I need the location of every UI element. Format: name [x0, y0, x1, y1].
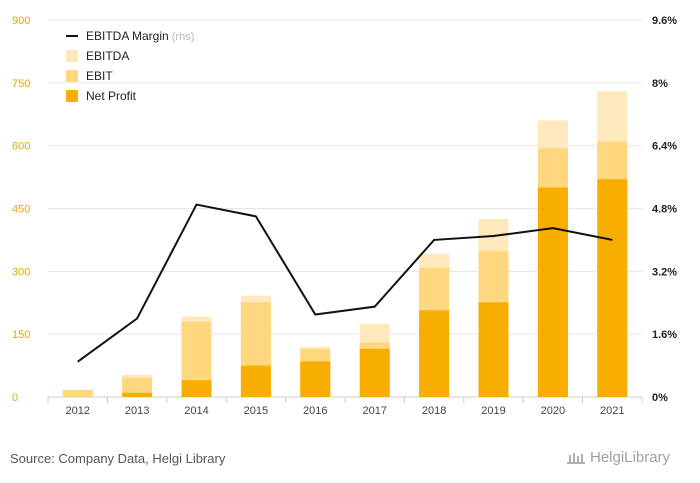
y-right-tick-label: 8% [652, 78, 668, 90]
x-tick-label: 2018 [422, 405, 446, 417]
x-tick-label: 2020 [541, 405, 565, 417]
bar-ebit [62, 389, 93, 397]
y-right-tick-label: 4.8% [652, 204, 677, 216]
y-right-tick-label: 1.6% [652, 329, 677, 341]
bar-net-profit [300, 361, 331, 397]
right-axis-ticks: 0% 1.6% 3.2% 4.8% 6.4% 8% 9.6% [652, 15, 677, 404]
legend-label: EBITDA [86, 49, 129, 63]
y-right-tick-label: 3.2% [652, 266, 677, 278]
library-building-icon [567, 452, 585, 464]
y-right-tick-label: 6.4% [652, 141, 677, 153]
left-axis-ticks: 0 150 300 450 600 750 900 [12, 15, 30, 404]
x-tick-label: 2014 [184, 405, 208, 417]
bar-net-profit [122, 392, 153, 397]
bar-net-profit [537, 187, 568, 397]
x-tick-label: 2021 [600, 405, 624, 417]
logo-text: HelgiLibrary [590, 449, 671, 466]
legend-swatch [66, 90, 78, 102]
bar-net-profit [478, 302, 509, 397]
bar-net-profit [419, 310, 450, 397]
y-left-tick-label: 750 [12, 78, 30, 90]
y-right-tick-label: 9.6% [652, 15, 677, 27]
bar-net-profit [181, 380, 212, 397]
y-left-tick-label: 150 [12, 329, 30, 341]
legend-swatch [66, 70, 78, 82]
x-tick-label: 2017 [362, 405, 386, 417]
x-tick-label: 2015 [244, 405, 268, 417]
margin-line [77, 203, 613, 363]
bar-net-profit [597, 179, 628, 397]
x-tick-label: 2016 [303, 405, 327, 417]
helgi-library-logo: HelgiLibrary [566, 449, 670, 466]
line-ebitda-margin [77, 203, 613, 363]
gridlines [48, 19, 642, 398]
y-left-tick-label: 0 [12, 392, 18, 404]
legend-swatch [66, 50, 78, 62]
legend-label-suffix: (rhs) [169, 31, 195, 43]
bar-net-profit [359, 348, 390, 397]
legend-label: Net Profit [86, 89, 137, 103]
x-tick-label: 2012 [65, 405, 89, 417]
y-left-tick-label: 900 [12, 15, 30, 27]
x-tick-label: 2019 [481, 405, 505, 417]
x-axis-ticks: 2012 2013 2014 2015 2016 2017 2018 2019 2020 2021 [47, 397, 643, 417]
y-left-tick-label: 600 [12, 141, 30, 153]
legend-label: EBITDA Margin (rhs) [86, 29, 194, 43]
y-left-tick-label: 300 [12, 266, 30, 278]
y-left-tick-label: 450 [12, 204, 30, 216]
legend: EBITDA Margin (rhs) EBITDA EBIT Net Profit [66, 29, 194, 103]
bar-net-profit [240, 365, 271, 397]
chart: 0 150 300 450 600 750 900 0% 1.6% 3.2% 4.8% 6.4% 8%… [12, 15, 677, 417]
x-tick-label: 2013 [125, 405, 149, 417]
legend-label: EBIT [86, 69, 113, 83]
bar-ebit [122, 377, 153, 397]
y-right-tick-label: 0% [652, 392, 668, 404]
source-note: Source: Company Data, Helgi Library [10, 451, 226, 466]
bars [62, 91, 628, 398]
